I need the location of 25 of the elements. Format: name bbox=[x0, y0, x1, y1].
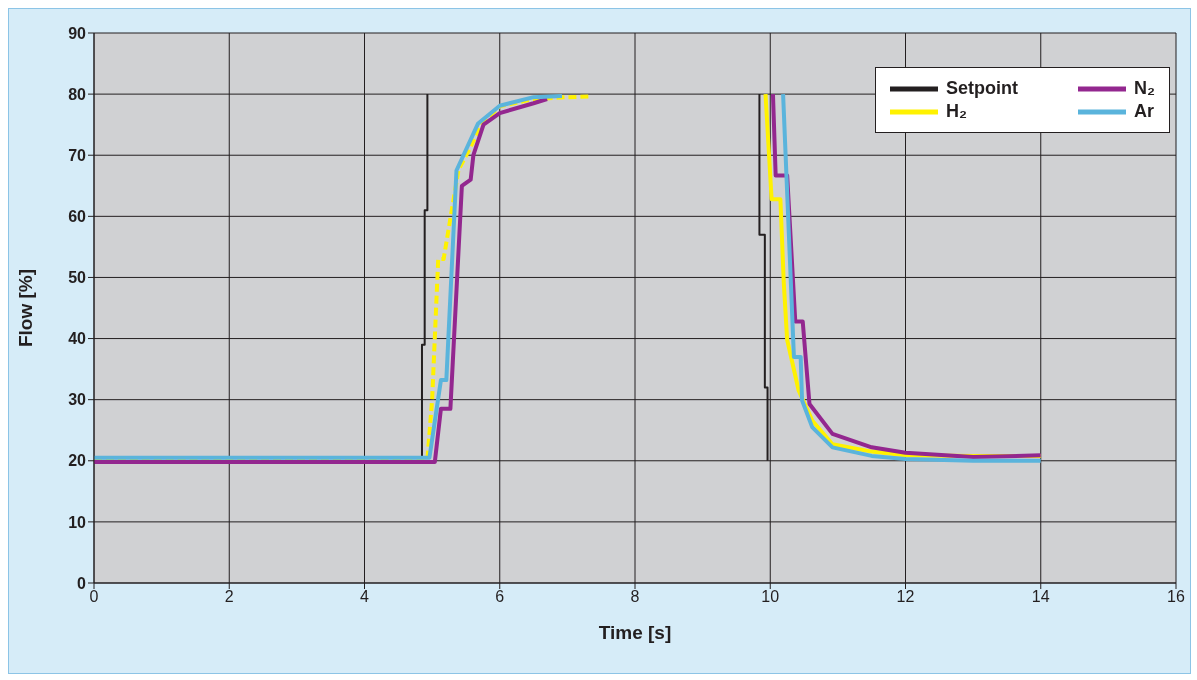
y-tick-label: 30 bbox=[68, 391, 87, 409]
y-axis-title: Flow [%] bbox=[14, 268, 36, 348]
x-tick-label: 4 bbox=[360, 588, 370, 606]
x-tick-label: 10 bbox=[761, 588, 780, 606]
y-tick-label: 20 bbox=[68, 452, 87, 470]
x-tick-label: 12 bbox=[896, 588, 915, 606]
legend-label: Ar bbox=[1134, 101, 1155, 122]
x-tick-label: 2 bbox=[224, 588, 234, 606]
y-tick-label: 50 bbox=[68, 269, 87, 287]
y-tick-label: 40 bbox=[68, 330, 87, 348]
x-tick-label: 14 bbox=[1031, 588, 1050, 606]
y-tick-label: 90 bbox=[68, 24, 87, 42]
y-tick-label: 60 bbox=[68, 208, 87, 226]
x-tick-label: 8 bbox=[630, 588, 640, 606]
legend-label: Setpoint bbox=[946, 78, 1018, 99]
x-tick-label: 16 bbox=[1167, 588, 1185, 606]
x-tick-label: 0 bbox=[89, 588, 99, 606]
legend-label: N₂ bbox=[1134, 78, 1155, 99]
y-tick-label: 70 bbox=[68, 146, 87, 164]
x-tick-label: 6 bbox=[495, 588, 505, 606]
y-tick-label: 80 bbox=[68, 85, 87, 103]
y-tick-label: 0 bbox=[77, 574, 87, 592]
legend-label: H₂ bbox=[946, 101, 967, 122]
y-tick-label: 10 bbox=[68, 513, 87, 531]
x-axis-title: Time [s] bbox=[598, 622, 672, 643]
